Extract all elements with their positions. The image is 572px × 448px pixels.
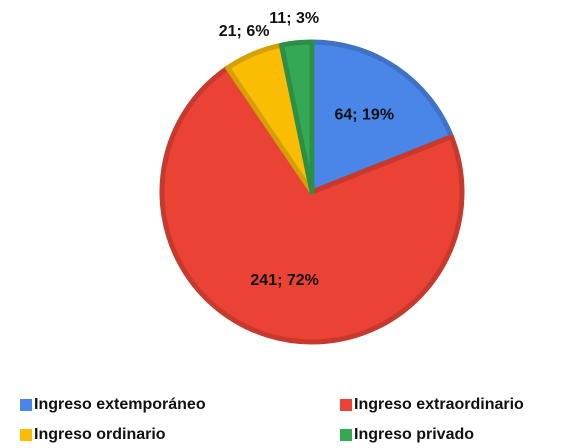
legend-label: Ingreso privado: [354, 426, 474, 443]
legend-swatch: [20, 399, 32, 411]
data-label: 21; 6%: [219, 23, 270, 40]
data-label: 11; 3%: [269, 10, 319, 27]
pie-slice: [159, 65, 465, 345]
legend-swatch: [340, 399, 352, 411]
data-label: 241; 72%: [250, 272, 319, 289]
legend-swatch: [20, 429, 32, 441]
legend-label: Ingreso extraordinario: [354, 396, 524, 413]
data-label: 64; 19%: [334, 106, 394, 123]
legend-label: Ingreso extemporáneo: [34, 396, 206, 413]
pie-slice: [278, 39, 315, 195]
legend-swatch: [340, 429, 352, 441]
pie-slice: [309, 39, 454, 195]
legend-label: Ingreso ordinario: [34, 426, 166, 443]
